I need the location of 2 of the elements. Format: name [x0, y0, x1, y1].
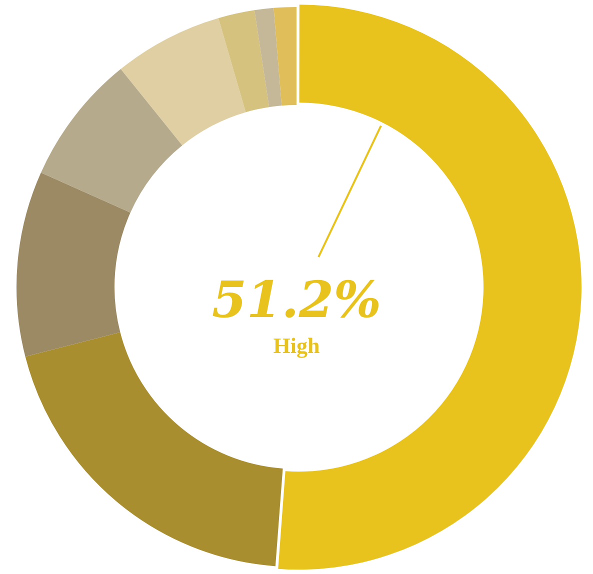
slice-label: High	[273, 333, 320, 358]
data-label: 51.2%	[212, 270, 382, 329]
